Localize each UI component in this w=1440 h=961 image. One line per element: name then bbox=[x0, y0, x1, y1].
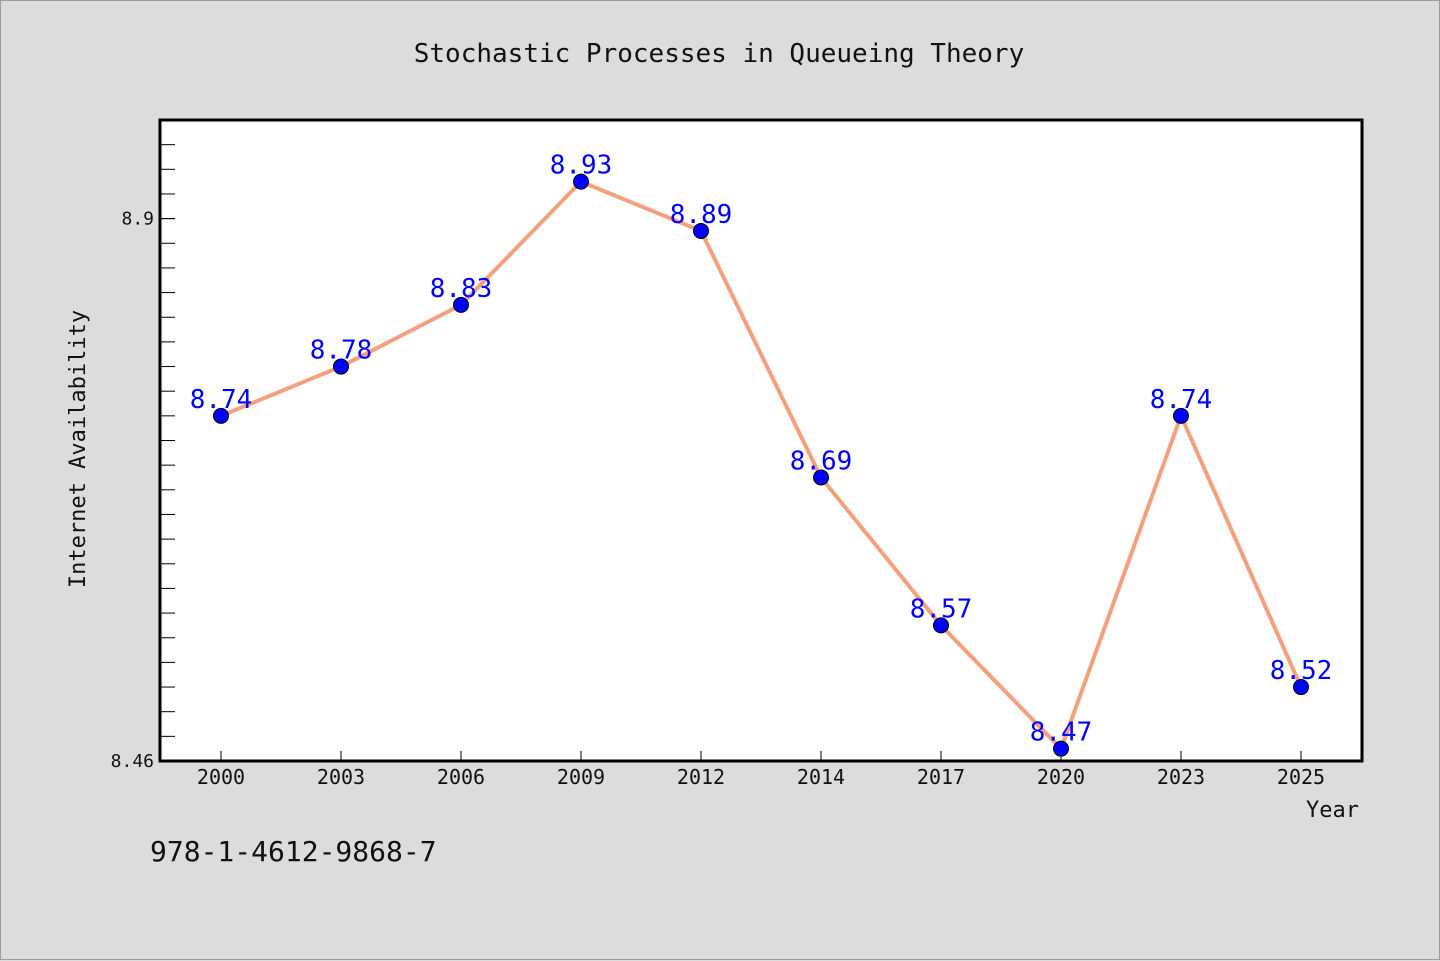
x-tick-label: 2025 bbox=[1277, 765, 1325, 789]
data-label: 8.78 bbox=[310, 336, 373, 366]
data-point bbox=[1053, 740, 1069, 757]
data-point bbox=[213, 407, 229, 424]
x-tick-label: 2006 bbox=[437, 765, 485, 789]
x-tick-labels: 2000 2003 2006 2009 2012 2014 2017 2020 2023 2025 bbox=[197, 751, 1325, 789]
y-tick-label: 8.46 bbox=[111, 751, 154, 772]
data-label: 8.74 bbox=[190, 385, 253, 415]
data-point bbox=[1293, 679, 1309, 696]
x-tick-label: 2017 bbox=[917, 765, 965, 789]
data-point bbox=[813, 469, 829, 486]
data-label: 8.83 bbox=[430, 274, 493, 304]
plot-area bbox=[158, 118, 1364, 763]
y-axis-label: Internet Availability bbox=[66, 310, 91, 588]
data-point bbox=[1173, 407, 1189, 424]
y-tick-label: 8.9 bbox=[121, 209, 154, 230]
data-point bbox=[453, 296, 469, 313]
data-label: 8.89 bbox=[670, 200, 733, 230]
data-markers bbox=[213, 173, 1309, 757]
x-tick-label: 2023 bbox=[1157, 765, 1205, 789]
x-tick-label: 2014 bbox=[797, 765, 845, 789]
data-point bbox=[693, 222, 709, 239]
chart-title: Stochastic Processes in Queueing Theory bbox=[414, 39, 1024, 69]
data-labels: 8.74 8.78 8.83 8.93 8.89 8.69 8.57 8.47 8.74 8.52 bbox=[190, 151, 1333, 748]
x-axis-label: Year bbox=[1306, 798, 1359, 823]
x-tick-label: 2020 bbox=[1037, 765, 1085, 789]
data-label: 8.93 bbox=[550, 151, 613, 181]
x-tick-label: 2009 bbox=[557, 765, 605, 789]
x-tick-label: 2012 bbox=[677, 765, 725, 789]
data-label: 8.52 bbox=[1270, 656, 1333, 686]
data-label: 8.74 bbox=[1150, 385, 1213, 415]
data-label: 8.57 bbox=[910, 594, 973, 624]
data-point bbox=[933, 617, 949, 634]
isbn-text: 978-1-4612-9868-7 bbox=[150, 835, 437, 868]
x-tick-label: 2003 bbox=[317, 765, 365, 789]
x-tick-label: 2000 bbox=[197, 765, 245, 789]
series-line-group bbox=[220, 179, 1303, 751]
series-line bbox=[220, 179, 1303, 751]
data-point bbox=[573, 173, 589, 190]
data-label: 8.69 bbox=[790, 446, 853, 476]
data-point bbox=[333, 358, 349, 375]
y-tick-labels: 8.46 8.9 bbox=[111, 209, 175, 772]
data-label: 8.47 bbox=[1030, 718, 1093, 748]
isbn-value: 978-1-4612-9868-7 bbox=[150, 835, 437, 868]
